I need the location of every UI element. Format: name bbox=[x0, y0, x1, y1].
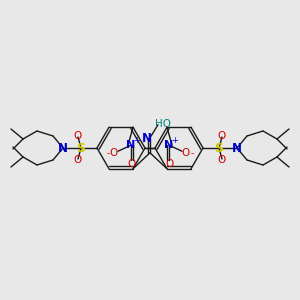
Text: O: O bbox=[218, 155, 226, 165]
Text: N: N bbox=[164, 140, 174, 150]
Text: S: S bbox=[76, 142, 85, 154]
Text: O: O bbox=[127, 159, 135, 169]
Text: O: O bbox=[74, 131, 82, 141]
Text: HO: HO bbox=[155, 119, 171, 129]
Text: O: O bbox=[110, 148, 118, 158]
Text: O: O bbox=[165, 159, 173, 169]
Text: -: - bbox=[106, 149, 110, 158]
Text: O: O bbox=[74, 155, 82, 165]
Text: N: N bbox=[142, 132, 152, 145]
Text: S: S bbox=[214, 142, 224, 154]
Text: O: O bbox=[182, 148, 190, 158]
Text: O: O bbox=[218, 131, 226, 141]
Text: +: + bbox=[134, 136, 140, 145]
Text: N: N bbox=[126, 140, 136, 150]
Text: N: N bbox=[232, 142, 242, 154]
Text: -: - bbox=[190, 149, 194, 158]
Text: N: N bbox=[58, 142, 68, 154]
Text: +: + bbox=[172, 136, 178, 145]
